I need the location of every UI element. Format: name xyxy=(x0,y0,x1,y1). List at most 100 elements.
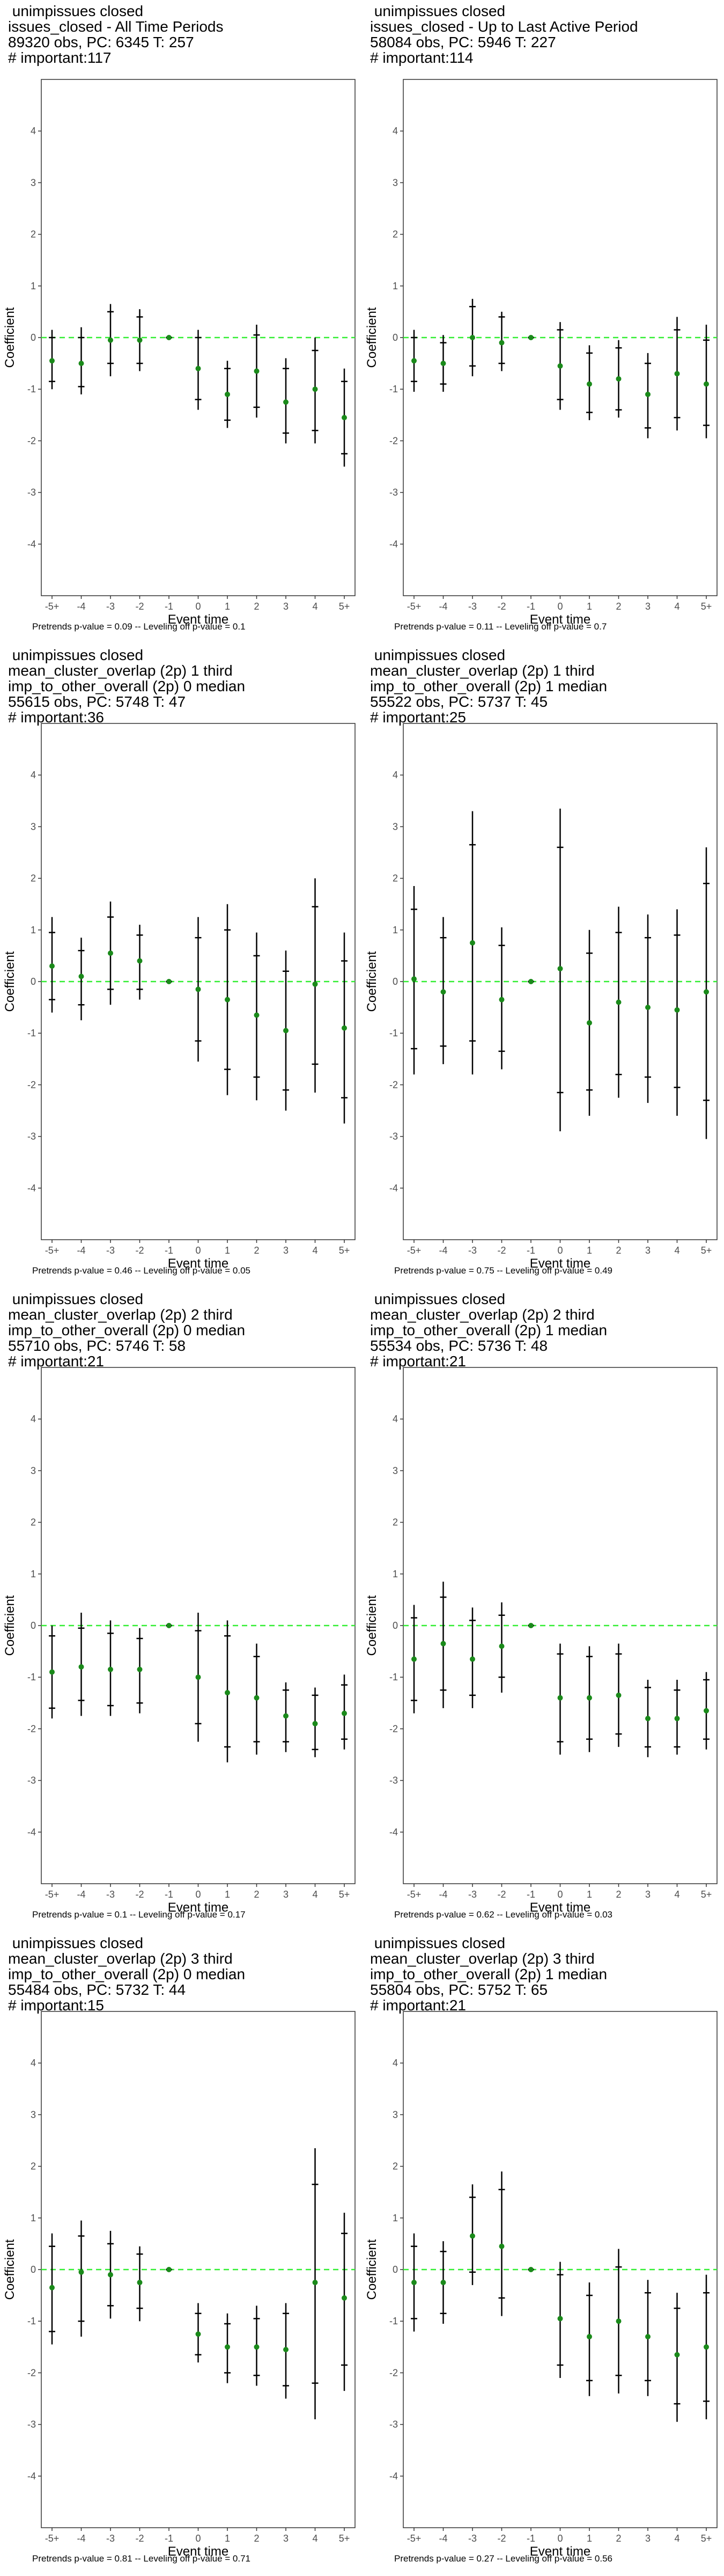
y-tick-label: -2 xyxy=(389,435,398,446)
x-tick-label: -1 xyxy=(165,1889,173,1900)
chart-plot: -4 -3 -2 -1 0 1 2 3 4 -5+ -4 -3 -2 -1 0 1 2 3 4 5+ Event tim… xyxy=(365,2011,718,2559)
chart-title-line: issues_closed - Up to Last Active Period xyxy=(370,18,638,35)
data-point xyxy=(137,958,143,964)
data-point xyxy=(49,2285,55,2290)
x-tick-label: -3 xyxy=(468,1889,477,1900)
data-point xyxy=(195,2331,201,2337)
data-point xyxy=(49,1669,55,1675)
chart-title: unimpissues closed issues_closed - Up to … xyxy=(370,3,638,65)
y-axis-title: Coefficient xyxy=(3,307,17,368)
x-axis-title: Event time xyxy=(168,1256,228,1271)
data-point xyxy=(704,1708,709,1714)
x-tick-label: 1 xyxy=(225,1889,230,1900)
data-point xyxy=(254,1012,260,1018)
chart-title-line: imp_to_other_overall (2p) 0 median xyxy=(8,678,246,694)
x-tick-label: 0 xyxy=(557,2533,563,2544)
chart-title-line: # important:117 xyxy=(8,49,112,66)
data-point xyxy=(411,358,417,364)
y-tick-label: 0 xyxy=(393,1620,398,1631)
chart-footnote: Pretrends p-value = 0.81 -- Leveling off… xyxy=(32,2553,250,2564)
data-point xyxy=(440,989,446,995)
y-axis-title: Coefficient xyxy=(3,951,17,1012)
chart-title-line: 55804 obs, PC: 5752 T: 65 xyxy=(370,1981,548,1998)
x-tick-label: 3 xyxy=(645,1889,651,1900)
y-tick-label: -1 xyxy=(27,2316,36,2326)
x-tick-label: -3 xyxy=(468,2533,477,2544)
y-tick-label: 1 xyxy=(393,1569,398,1579)
data-point xyxy=(78,974,84,979)
y-tick-label: 4 xyxy=(393,770,398,780)
chart-title: unimpissues closed mean_cluster_overlap (… xyxy=(8,1291,245,1369)
y-tick-label: -4 xyxy=(27,539,36,550)
x-tick-label: 4 xyxy=(674,1889,679,1900)
data-point xyxy=(674,1716,680,1722)
chart-footnote: Pretrends p-value = 0.27 -- Leveling off… xyxy=(394,2553,612,2564)
data-point xyxy=(225,391,230,397)
y-tick-label: 2 xyxy=(31,873,36,884)
y-tick-label: 2 xyxy=(393,2161,398,2172)
x-tick-label: -1 xyxy=(165,2533,173,2544)
y-tick-label: 0 xyxy=(31,332,36,343)
y-tick-label: 3 xyxy=(393,2109,398,2120)
data-point xyxy=(587,381,592,387)
data-point xyxy=(616,999,622,1005)
data-point xyxy=(283,2347,289,2353)
data-point xyxy=(312,386,318,392)
x-tick-label: 2 xyxy=(254,601,259,612)
x-tick-label: 3 xyxy=(283,1245,289,1256)
x-tick-label: -3 xyxy=(106,601,115,612)
data-point xyxy=(704,2344,709,2350)
x-tick-label: -2 xyxy=(135,1245,144,1256)
chart-panel: unimpissues closed mean_cluster_overlap (… xyxy=(362,644,724,1288)
x-tick-label: -2 xyxy=(497,1889,506,1900)
data-point xyxy=(283,1713,289,1719)
y-tick-label: -4 xyxy=(27,2471,36,2482)
data-point xyxy=(254,368,260,374)
data-point xyxy=(528,1623,534,1628)
chart-title: unimpissues closed issues_closed - All Ti… xyxy=(8,3,224,65)
x-tick-label: -4 xyxy=(77,601,85,612)
data-point xyxy=(704,381,709,387)
data-point xyxy=(470,335,475,340)
data-point xyxy=(166,2267,172,2272)
x-tick-label: -1 xyxy=(527,2533,535,2544)
x-axis-title: Event time xyxy=(168,612,228,627)
data-point xyxy=(470,940,475,946)
x-tick-label: -4 xyxy=(77,1889,85,1900)
x-tick-label: -5+ xyxy=(45,601,60,612)
y-tick-label: 4 xyxy=(393,126,398,136)
x-axis-title: Event time xyxy=(530,2544,590,2559)
y-tick-label: 4 xyxy=(31,2058,36,2068)
x-tick-label: 5+ xyxy=(339,2533,350,2544)
y-tick-label: 4 xyxy=(31,1414,36,1424)
x-tick-label: -5+ xyxy=(407,1889,422,1900)
y-tick-label: 3 xyxy=(31,2109,36,2120)
chart-panel: unimpissues closed mean_cluster_overlap (… xyxy=(0,1288,362,1932)
y-tick-label: 2 xyxy=(31,1517,36,1528)
x-tick-label: 4 xyxy=(674,601,679,612)
chart-footnote: Pretrends p-value = 0.46 -- Leveling off… xyxy=(32,1265,250,1276)
y-tick-label: 2 xyxy=(393,1517,398,1528)
data-point xyxy=(108,2272,113,2278)
chart-title-line: unimpissues closed xyxy=(370,1291,506,1307)
data-point xyxy=(342,415,347,421)
chart-title-line: 55534 obs, PC: 5736 T: 48 xyxy=(370,1337,548,1354)
x-tick-label: -2 xyxy=(497,2533,506,2544)
x-tick-label: -3 xyxy=(106,1889,115,1900)
y-tick-label: -2 xyxy=(27,1723,36,1734)
x-axis-title: Event time xyxy=(530,1900,590,1915)
data-point xyxy=(440,361,446,367)
data-point xyxy=(557,965,563,971)
x-tick-label: 4 xyxy=(312,601,317,612)
data-point xyxy=(283,1028,289,1034)
chart-plot: -4 -3 -2 -1 0 1 2 3 4 -5+ -4 -3 -2 -1 0 1 2 3 4 5+ Event tim… xyxy=(3,2011,356,2559)
y-tick-label: -3 xyxy=(389,487,398,498)
x-tick-label: 2 xyxy=(616,1245,621,1256)
x-tick-label: 3 xyxy=(283,2533,289,2544)
y-tick-label: -3 xyxy=(27,2419,36,2430)
chart-title-line: # important:21 xyxy=(8,1353,104,1370)
data-point xyxy=(137,2280,143,2286)
y-tick-label: 3 xyxy=(31,177,36,188)
y-tick-label: 1 xyxy=(393,925,398,935)
